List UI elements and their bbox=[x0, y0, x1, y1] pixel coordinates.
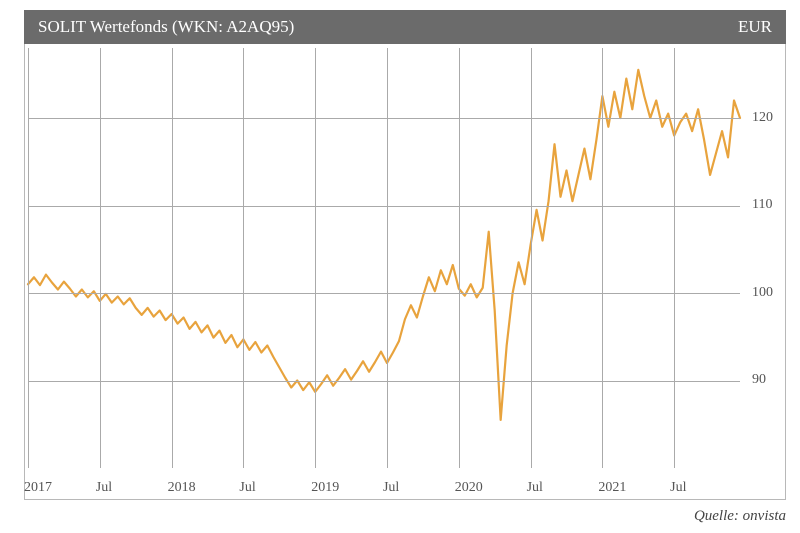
gridline-vertical bbox=[387, 48, 388, 468]
gridline-vertical bbox=[243, 48, 244, 468]
gridline-horizontal bbox=[28, 118, 740, 119]
gridline-vertical bbox=[459, 48, 460, 468]
chart-title: SOLIT Wertefonds (WKN: A2AQ95) bbox=[38, 17, 294, 37]
x-tick-label: Jul bbox=[383, 480, 399, 496]
x-tick-label: Jul bbox=[527, 480, 543, 496]
gridline-vertical bbox=[674, 48, 675, 468]
x-tick-label: 2018 bbox=[168, 480, 196, 496]
y-tick-label: 120 bbox=[752, 110, 773, 126]
gridline-horizontal bbox=[28, 293, 740, 294]
price-line bbox=[28, 70, 740, 420]
gridline-vertical bbox=[28, 48, 29, 468]
chart-line-svg bbox=[28, 48, 740, 468]
x-tick-label: Jul bbox=[670, 480, 686, 496]
chart-header: SOLIT Wertefonds (WKN: A2AQ95) EUR bbox=[24, 10, 786, 44]
y-tick-label: 90 bbox=[752, 372, 766, 388]
x-tick-label: 2017 bbox=[24, 480, 52, 496]
gridline-horizontal bbox=[28, 206, 740, 207]
chart-currency: EUR bbox=[738, 17, 772, 37]
y-tick-label: 100 bbox=[752, 285, 773, 301]
chart-source: Quelle: onvista bbox=[694, 508, 786, 525]
gridline-vertical bbox=[531, 48, 532, 468]
x-tick-label: Jul bbox=[239, 480, 255, 496]
gridline-horizontal bbox=[28, 381, 740, 382]
gridline-vertical bbox=[602, 48, 603, 468]
x-tick-label: Jul bbox=[96, 480, 112, 496]
gridline-vertical bbox=[172, 48, 173, 468]
x-tick-label: 2020 bbox=[455, 480, 483, 496]
x-tick-label: 2019 bbox=[311, 480, 339, 496]
gridline-vertical bbox=[315, 48, 316, 468]
y-tick-label: 110 bbox=[752, 197, 772, 213]
chart-plot-area bbox=[28, 48, 740, 468]
x-tick-label: 2021 bbox=[598, 480, 626, 496]
gridline-vertical bbox=[100, 48, 101, 468]
